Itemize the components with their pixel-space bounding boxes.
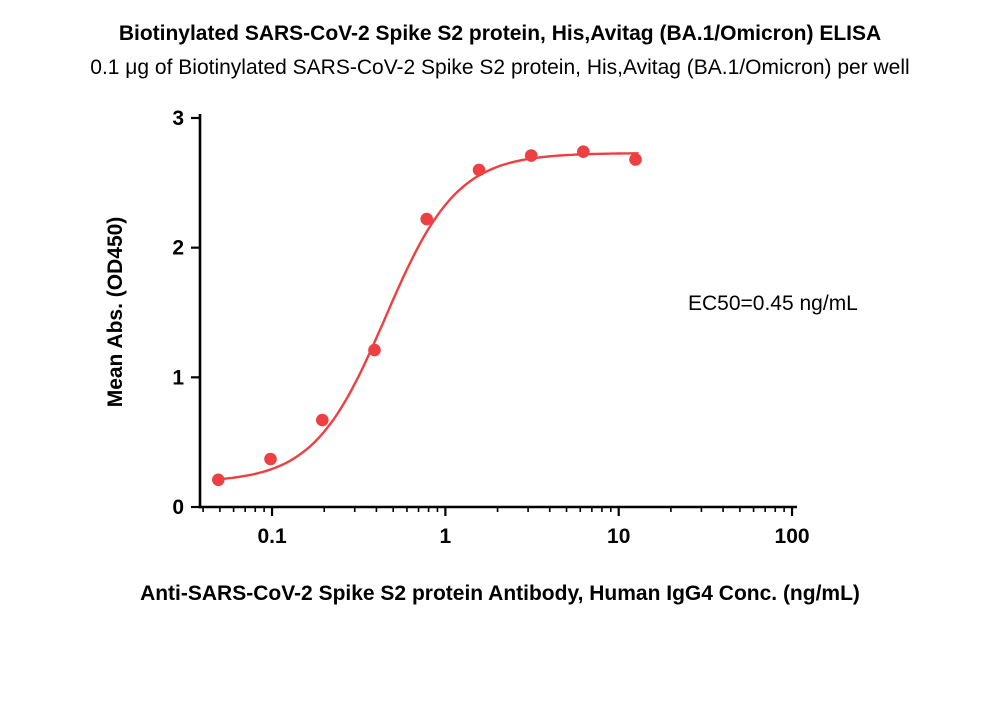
data-point: [420, 212, 434, 226]
chart-subtitle: 0.1 μg of Biotinylated SARS-CoV-2 Spike …: [90, 56, 910, 79]
data-point: [264, 452, 277, 466]
data-point: [316, 413, 329, 427]
x-tick-label: 0.1: [257, 525, 287, 548]
y-tick-label: 0: [172, 496, 184, 519]
y-axis-label: Mean Abs. (OD450): [104, 216, 127, 408]
y-tick-label: 2: [172, 237, 184, 260]
x-tick-label: 10: [607, 525, 630, 548]
chart-title: Biotinylated SARS-CoV-2 Spike S2 protein…: [118, 22, 882, 45]
data-point: [368, 343, 381, 357]
fit-curve: [216, 152, 639, 481]
data-point: [577, 145, 590, 158]
data-point: [629, 153, 642, 166]
data-point: [524, 149, 538, 162]
ec50-annotation: EC50=0.45 ng/mL: [688, 292, 858, 315]
data-point: [212, 473, 225, 487]
x-axis-label: Anti-SARS-CoV-2 Spike S2 protein Antibod…: [140, 582, 860, 605]
y-tick-label: 1: [172, 366, 184, 389]
y-tick-label: 3: [172, 107, 184, 130]
x-tick-label: 100: [775, 525, 810, 548]
x-tick-label: 1: [440, 525, 452, 548]
data-point: [472, 163, 486, 177]
